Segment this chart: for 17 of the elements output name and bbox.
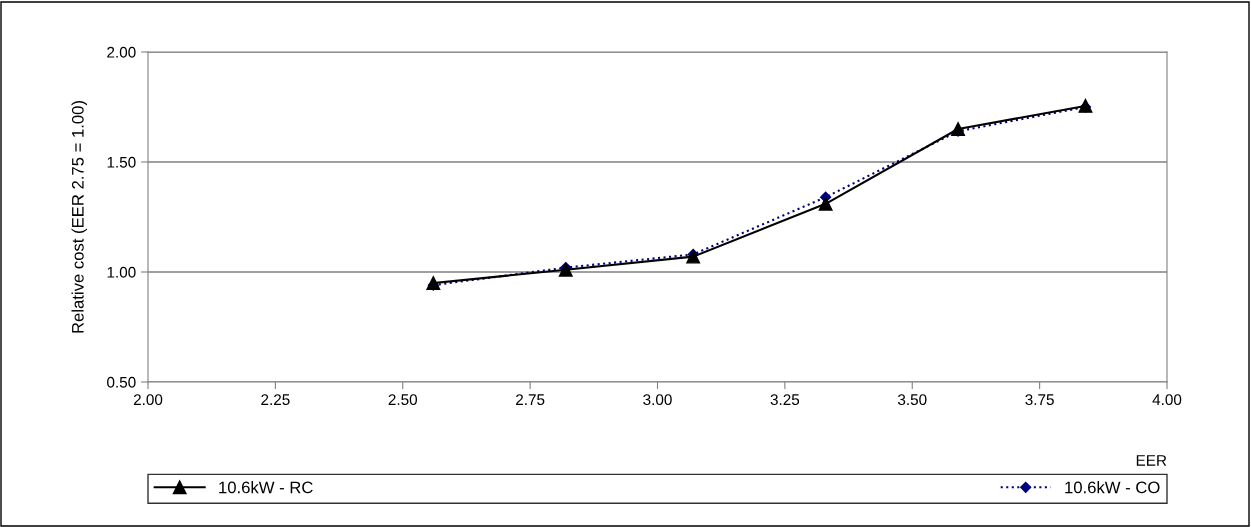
x-tick-label: 2.25 bbox=[261, 394, 290, 406]
x-tick-label: 3.50 bbox=[897, 394, 927, 406]
x-tick-label: 2.50 bbox=[388, 394, 418, 406]
legend-label: 10.6kW - CO bbox=[1065, 481, 1160, 494]
x-tick-label: 3.25 bbox=[770, 394, 800, 406]
x-tick-label: 2.75 bbox=[516, 394, 545, 406]
y-tick-label: 1.50 bbox=[107, 156, 136, 168]
y-tick-label: 0.50 bbox=[107, 376, 136, 388]
x-axis-title: EER bbox=[1136, 455, 1167, 466]
legend-label: 10.6kW - RC bbox=[219, 481, 313, 494]
x-tick-label: 3.75 bbox=[1025, 394, 1054, 406]
x-tick-label: 3.00 bbox=[643, 394, 672, 406]
x-tick-label: 2.00 bbox=[133, 394, 163, 406]
x-tick-label: 4.00 bbox=[1152, 394, 1182, 406]
y-axis-title: Relative cost (EER 2.75 = 1.00) bbox=[71, 101, 88, 333]
y-tick-label: 1.00 bbox=[107, 266, 136, 278]
y-tick-label: 2.00 bbox=[107, 46, 136, 58]
